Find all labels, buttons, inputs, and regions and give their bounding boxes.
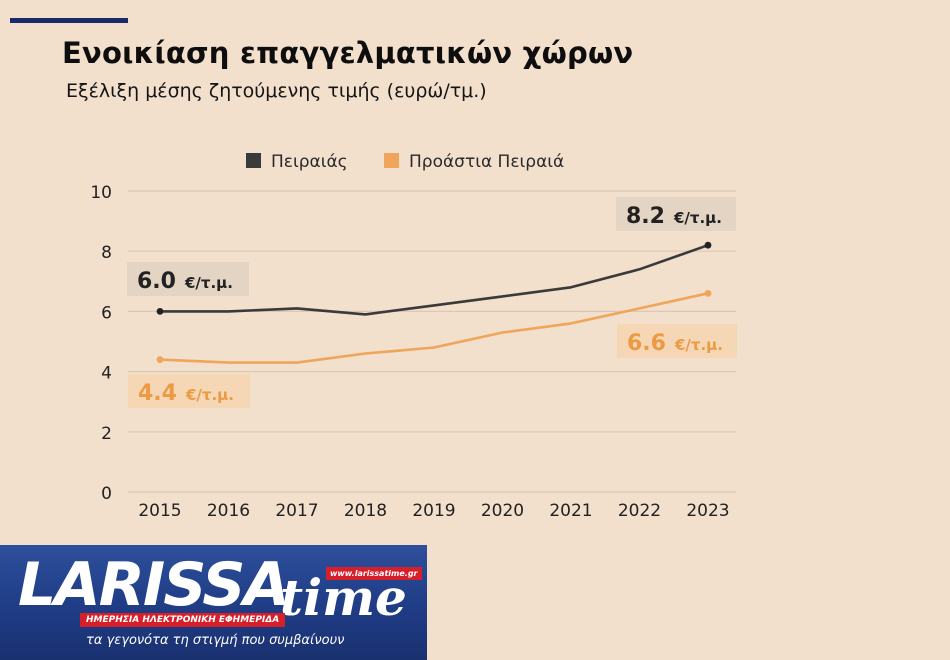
header-accent-rule (10, 18, 128, 23)
y-tick-label: 6 (101, 303, 112, 323)
annotation-value: 4.4 (138, 381, 177, 406)
x-tick-label: 2023 (686, 501, 729, 521)
annotation-box (128, 374, 250, 408)
y-tick-label: 2 (101, 424, 112, 444)
y-tick-label: 8 (101, 243, 112, 263)
banner-logo-suffix: time (280, 568, 407, 627)
annotation-value: 6.0 (137, 269, 176, 294)
data-point (156, 308, 164, 315)
banner-url[interactable]: www.larissatime.gr (326, 567, 422, 580)
x-tick-label: 2019 (412, 501, 455, 521)
banner-logo-text: LARISSA (18, 550, 290, 620)
banner-slogan: τα γεγονότα τη στιγμή που συμβαίνουν (86, 633, 345, 648)
legend-swatch (384, 153, 399, 168)
annotation-box (616, 197, 736, 231)
y-tick-label: 10 (90, 183, 112, 203)
x-tick-label: 2017 (275, 501, 318, 521)
data-point (156, 356, 164, 363)
x-tick-label: 2022 (618, 501, 661, 521)
legend-label: Πειραιάς (271, 152, 348, 172)
publisher-banner[interactable]: LARISSA time www.larissatime.gr ΗΜΕΡΗΣΙΑ… (0, 545, 427, 660)
annotation-unit: €/τ.μ. (184, 274, 233, 292)
data-point (704, 289, 712, 297)
annotation-unit: €/τ.μ. (185, 386, 234, 404)
x-tick-label: 2018 (344, 501, 387, 521)
line-chart: 0 2 4 6 8 10 2015 2016 2017 2018 2019 2020 2021 2022 2… (90, 152, 737, 521)
annotation-unit: €/τ.μ. (673, 209, 722, 227)
chart-title: Ενοικίαση επαγγελματικών χώρων (62, 36, 634, 70)
legend-label: Προάστια Πειραιά (409, 152, 564, 172)
banner-tagline: ΗΜΕΡΗΣΙΑ ΗΛΕΚΤΡΟΝΙΚΗ ΕΦΗΜΕΡΙΔΑ (80, 613, 286, 627)
series-line (159, 292, 709, 364)
series-line (160, 243, 709, 316)
x-tick-label: 2015 (138, 501, 181, 521)
annotation-value: 8.2 (626, 204, 665, 229)
data-point (704, 241, 712, 249)
legend-swatch (246, 153, 261, 168)
annotation-value: 6.6 (627, 331, 666, 356)
x-tick-label: 2021 (549, 501, 592, 521)
y-tick-label: 0 (101, 484, 112, 504)
y-tick-label: 4 (101, 364, 112, 384)
annotation-box (127, 262, 249, 296)
x-tick-label: 2016 (207, 501, 250, 521)
annotation-unit: €/τ.μ. (674, 336, 723, 354)
chart-subtitle: Εξέλιξη μέσης ζητούμενης τιμής (ευρώ/τμ.… (66, 80, 487, 102)
annotation-box (617, 324, 737, 358)
x-tick-label: 2020 (481, 501, 524, 521)
